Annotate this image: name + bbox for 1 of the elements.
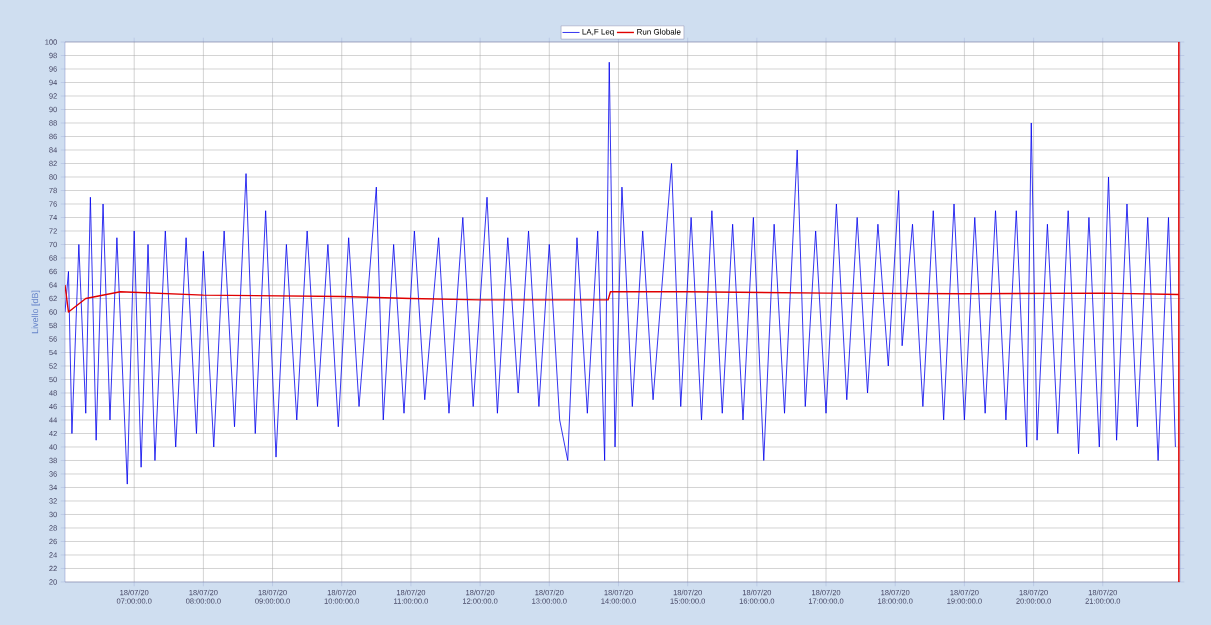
y-axis-title: Livello [dB] bbox=[31, 290, 40, 334]
